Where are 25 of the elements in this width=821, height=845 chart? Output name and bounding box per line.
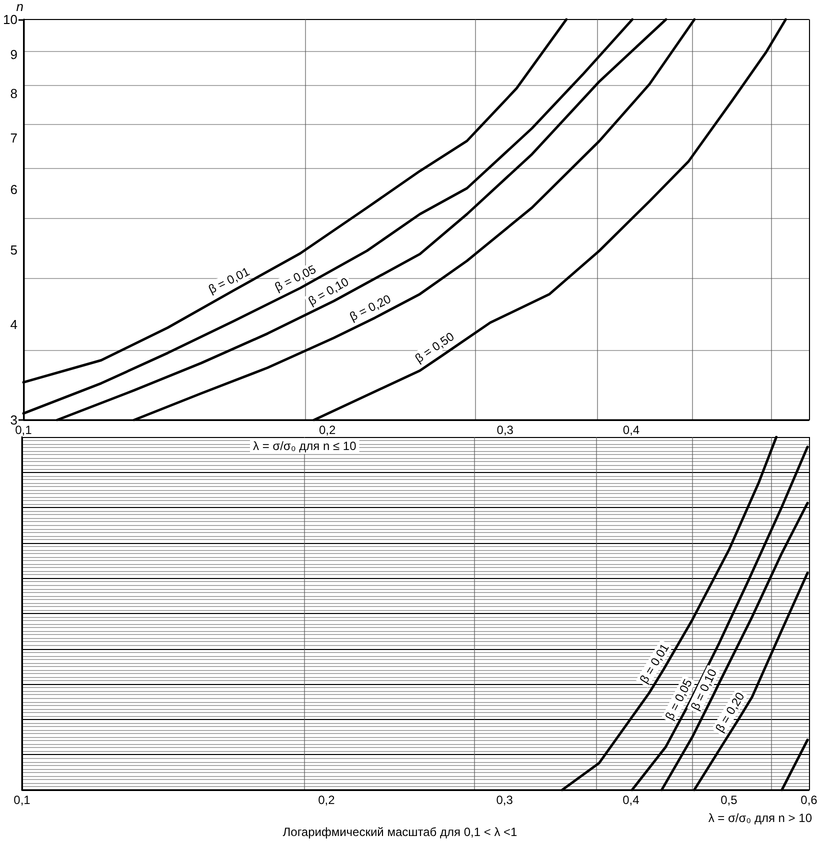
x-tick-label: 0,2: [319, 423, 336, 437]
y-tick-label: 9: [10, 46, 18, 62]
x-tick-label: 0,3: [496, 423, 514, 437]
x-tick-label: 0,2: [318, 793, 336, 807]
y-tick-label: 7: [10, 130, 18, 146]
x-tick-label: 0,1: [14, 793, 31, 807]
annotation: β = 0,50: [412, 329, 457, 366]
y-tick-label: 6: [10, 182, 18, 197]
y-tick-label: 8: [10, 86, 18, 102]
text: Логарифмический масштаб для 0,1 < λ <1: [282, 825, 518, 839]
x-axis-title: λ = σ/σ₀ для n ≤ 10: [253, 439, 357, 453]
y-tick-label: 3: [10, 412, 18, 428]
x-tick-label: 0,4: [622, 793, 640, 807]
x-axis-title: λ = σ/σ₀ для n > 10: [708, 811, 812, 825]
annotation: β = 0,05: [272, 262, 318, 294]
x-tick-label: 0,3: [496, 793, 514, 807]
y-tick-label: 4: [10, 316, 18, 332]
x-tick-label: 0,5: [720, 793, 738, 807]
x-tick-label: 0,6: [800, 793, 818, 807]
x-tick-label: 0,4: [622, 423, 640, 437]
annotation: β = 0,01: [206, 264, 252, 296]
y-tick-label: 10: [2, 12, 18, 27]
y-axis-title: n: [16, 0, 24, 14]
x-tick-label: 0,1: [15, 423, 32, 437]
y-tick-label: 5: [10, 242, 18, 258]
